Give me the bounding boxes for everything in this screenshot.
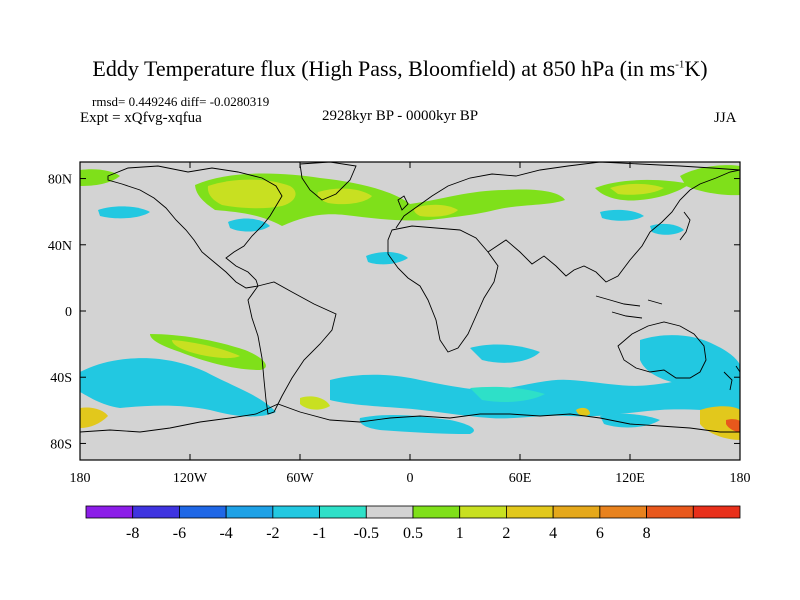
axis-ticks [79, 162, 741, 460]
lon-tick-label: 180 [730, 471, 751, 486]
latitude-labels: 80N 40N 0 40S 80S [48, 173, 72, 453]
colorbar-swatch [365, 505, 414, 519]
colorbar-swatch [179, 505, 227, 519]
colorbar-label: -2 [266, 525, 279, 542]
colorbar-swatch [646, 505, 694, 519]
negative-zone-south-africa [470, 344, 540, 363]
lat-tick-label: 0 [65, 305, 72, 320]
positive-core-north-america [207, 179, 296, 209]
negative-patch-central-asia [600, 209, 644, 221]
colorbar-swatch [132, 505, 180, 519]
season-label: JJA [714, 110, 737, 126]
positive-extreme-west [80, 407, 108, 428]
longitude-labels: 180 120W 60W 0 60E 120E 180 [70, 471, 751, 486]
coast-asia-south [487, 169, 740, 283]
negative-patch-west-pacific [650, 223, 684, 235]
colorbar [85, 505, 741, 519]
colorbar-label: 1 [456, 525, 464, 542]
positive-core-europe [414, 204, 458, 217]
positive-peak-east [726, 419, 740, 432]
positive-spot-weddell [300, 396, 330, 410]
coast-europe [395, 162, 740, 229]
colorbar-swatch [692, 505, 741, 519]
coast-new-zealand [723, 365, 740, 391]
colorbar-swatch [85, 505, 134, 519]
negative-core-indian [470, 386, 545, 402]
coast-uk [397, 195, 409, 211]
plot-title-text: Eddy Temperature flux (High Pass, Bloomf… [92, 56, 676, 81]
positive-core-siberia [610, 183, 664, 195]
negative-zone-south-pacific [80, 358, 276, 417]
colorbar-swatch [272, 505, 320, 519]
colorbar-label: 4 [549, 525, 557, 542]
period-label: 2928kyr BP - 0000kyr BP [322, 108, 479, 124]
coast-north-america [107, 165, 283, 289]
negative-band-antarctic [359, 414, 474, 434]
coast-antarctica [80, 403, 740, 433]
lat-tick-label: 40S [50, 371, 72, 386]
colorbar-label: 2 [502, 525, 510, 542]
stats-line: rmsd= 0.449246 diff= -0.0280319 [92, 94, 270, 109]
lon-tick-label: 60W [286, 471, 314, 486]
negative-zone-australia [640, 335, 740, 392]
positive-spot-indian-coast [576, 407, 590, 417]
experiment-label: Expt = xQfvg-xqfua [80, 110, 202, 126]
coastlines [80, 162, 740, 433]
negative-patch-ross [600, 413, 660, 428]
colorbar-swatch [319, 505, 367, 519]
map-panel: 180 120W 60W 0 60E 120E 180 80N 40N 0 40S 80S [48, 161, 751, 486]
colorbar-swatch [225, 505, 274, 519]
colorbar-labels: -8 -6 -4 -2 -1 -0.5 0.5 1 2 4 6 8 [126, 525, 651, 542]
plot-title: Eddy Temperature flux (High Pass, Bloomf… [0, 56, 800, 82]
negative-patch-north-pacific [98, 206, 150, 219]
colorbar-swatch [506, 505, 554, 519]
colorbar-label: 6 [596, 525, 604, 542]
positive-streak-core [172, 340, 240, 359]
colorbar-swatch [552, 505, 601, 519]
colorbar-label: -4 [219, 525, 232, 542]
colorbar-label: -0.5 [354, 525, 379, 542]
colorbar-label: 0.5 [403, 525, 423, 542]
colorbar-label: -8 [126, 525, 139, 542]
plot-title-tail: K) [684, 56, 708, 81]
lon-tick-label: 60E [509, 471, 532, 486]
coast-greenland [299, 162, 357, 201]
colorbar-swatch [412, 505, 461, 519]
colorbar-label: -1 [313, 525, 326, 542]
lon-tick-label: 0 [407, 471, 414, 486]
positive-core-atlantic [317, 188, 372, 205]
colorbar-label: -6 [173, 525, 186, 542]
lat-tick-label: 80N [48, 173, 72, 188]
lon-tick-label: 180 [70, 471, 91, 486]
negative-patch-atlantic-sub [366, 252, 408, 265]
plot-title-superscript: -1 [675, 58, 685, 71]
lat-tick-label: 80S [50, 437, 72, 452]
colorbar-swatch [599, 505, 647, 519]
lon-tick-label: 120W [173, 471, 208, 486]
coast-africa [387, 225, 499, 353]
lat-tick-label: 40N [48, 239, 72, 254]
lon-tick-label: 120E [615, 471, 645, 486]
positive-band-arctic-west [80, 169, 120, 186]
coast-australia [617, 321, 707, 379]
coast-south-america [247, 281, 337, 415]
colorbar-label: 8 [643, 525, 651, 542]
colorbar-swatch [459, 505, 507, 519]
coast-indonesia [595, 295, 663, 319]
coast-japan [679, 211, 691, 241]
